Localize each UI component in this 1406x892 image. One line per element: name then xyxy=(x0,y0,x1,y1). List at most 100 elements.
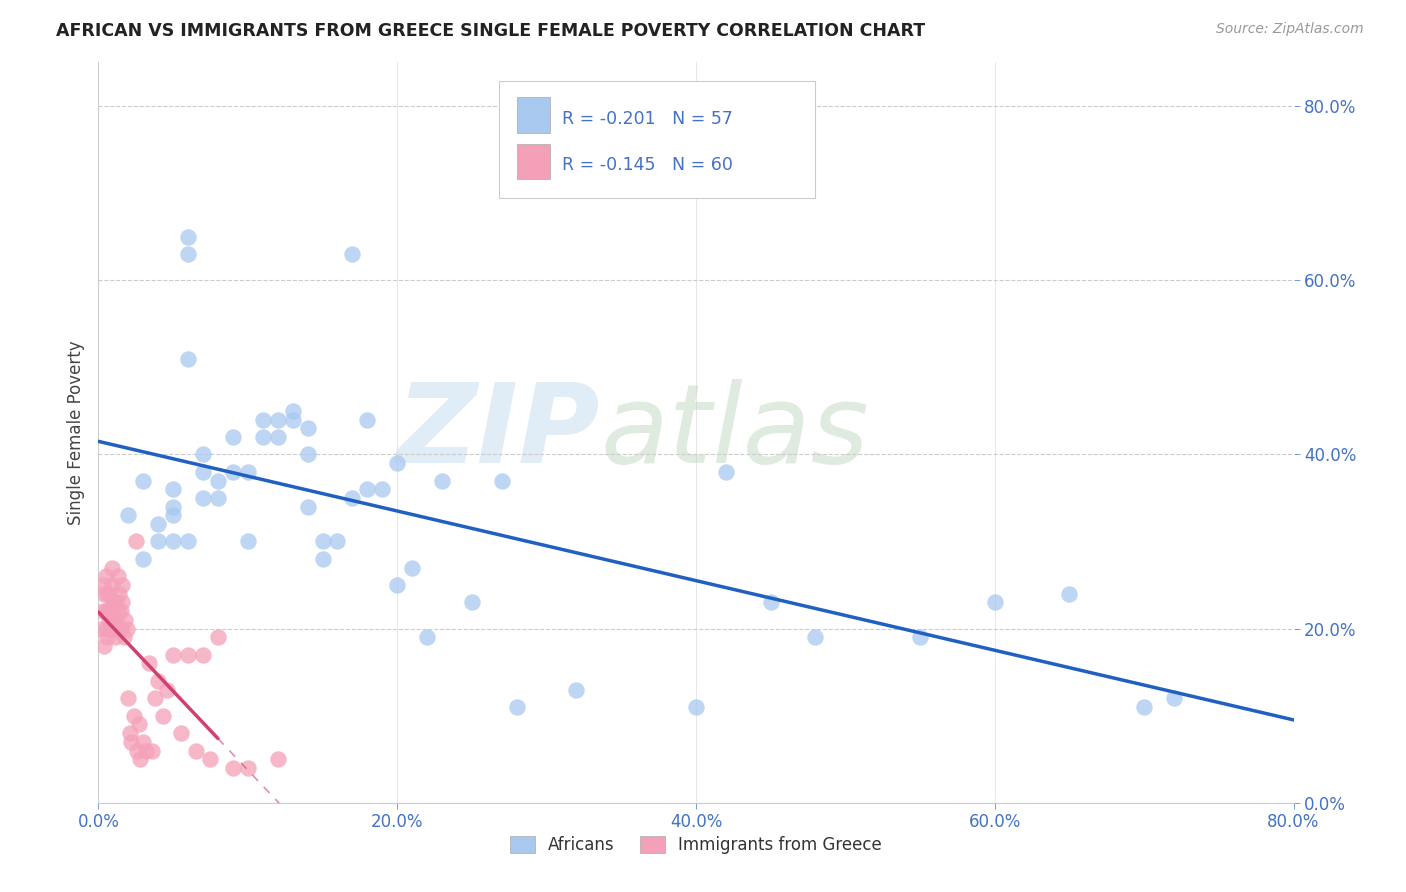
Point xyxy=(1163,691,1185,706)
Point xyxy=(104,613,127,627)
Point xyxy=(297,500,319,514)
Point xyxy=(416,630,439,644)
Point xyxy=(101,560,124,574)
Point xyxy=(191,465,214,479)
Point xyxy=(148,517,170,532)
Text: AFRICAN VS IMMIGRANTS FROM GREECE SINGLE FEMALE POVERTY CORRELATION CHART: AFRICAN VS IMMIGRANTS FROM GREECE SINGLE… xyxy=(56,22,925,40)
Point xyxy=(148,534,170,549)
Point xyxy=(162,500,184,514)
Point xyxy=(127,743,149,757)
Point xyxy=(105,595,128,609)
Point xyxy=(342,247,364,261)
Y-axis label: Single Female Poverty: Single Female Poverty xyxy=(66,341,84,524)
Point xyxy=(177,247,200,261)
Point xyxy=(162,508,184,523)
Point xyxy=(117,508,139,523)
Point xyxy=(908,630,931,644)
Point xyxy=(191,648,214,662)
Point xyxy=(252,430,274,444)
Point xyxy=(91,578,114,592)
Point xyxy=(96,630,118,644)
Text: ZIP: ZIP xyxy=(396,379,600,486)
Point xyxy=(162,648,184,662)
Point xyxy=(132,474,155,488)
Point xyxy=(236,761,259,775)
Point xyxy=(1133,700,1156,714)
Point xyxy=(281,412,304,426)
Point xyxy=(207,474,229,488)
Point xyxy=(401,560,423,574)
Point xyxy=(125,534,148,549)
Point xyxy=(177,229,200,244)
Point xyxy=(107,604,129,618)
Point xyxy=(759,595,782,609)
Point xyxy=(94,604,117,618)
Point xyxy=(103,595,125,609)
Point xyxy=(371,482,394,496)
Point xyxy=(108,587,131,601)
Point xyxy=(222,761,245,775)
Point xyxy=(148,673,170,688)
Point xyxy=(281,404,304,418)
Point xyxy=(111,595,134,609)
Point xyxy=(804,630,827,644)
Point xyxy=(96,604,118,618)
Point xyxy=(143,691,166,706)
Point xyxy=(297,421,319,435)
Point xyxy=(91,604,114,618)
Point xyxy=(138,657,160,671)
Point xyxy=(101,578,124,592)
Point xyxy=(267,430,290,444)
Point xyxy=(110,604,132,618)
Text: R = -0.201   N = 57: R = -0.201 N = 57 xyxy=(562,110,733,128)
Point xyxy=(565,682,588,697)
FancyBboxPatch shape xyxy=(499,81,815,198)
Point xyxy=(129,752,152,766)
Point xyxy=(685,700,707,714)
Point xyxy=(177,534,200,549)
Point xyxy=(135,743,157,757)
Point xyxy=(342,491,364,505)
Point xyxy=(162,534,184,549)
Point xyxy=(98,622,122,636)
Point xyxy=(90,622,112,636)
Point xyxy=(252,412,274,426)
Point xyxy=(103,595,125,609)
Point xyxy=(117,691,139,706)
Point xyxy=(326,534,349,549)
Point xyxy=(96,587,118,601)
Point xyxy=(236,534,259,549)
Point xyxy=(207,630,229,644)
Point xyxy=(97,613,120,627)
Point xyxy=(118,726,141,740)
Point xyxy=(124,708,146,723)
Point xyxy=(162,482,184,496)
Point xyxy=(222,430,245,444)
Point xyxy=(184,743,207,757)
Text: R = -0.145   N = 60: R = -0.145 N = 60 xyxy=(562,156,733,175)
Text: Source: ZipAtlas.com: Source: ZipAtlas.com xyxy=(1216,22,1364,37)
Point xyxy=(152,708,174,723)
Point xyxy=(506,700,529,714)
Point xyxy=(430,474,453,488)
Point xyxy=(177,351,200,366)
Point xyxy=(191,491,214,505)
Point xyxy=(356,412,378,426)
Point xyxy=(114,613,136,627)
Point xyxy=(156,682,179,697)
Point xyxy=(132,735,155,749)
Point xyxy=(107,569,129,583)
Point xyxy=(984,595,1007,609)
Point xyxy=(385,578,409,592)
Point xyxy=(461,595,484,609)
Point xyxy=(267,752,290,766)
Point xyxy=(111,578,134,592)
Point xyxy=(207,491,229,505)
Point xyxy=(128,717,150,731)
Point xyxy=(120,735,142,749)
Point xyxy=(267,412,290,426)
Point xyxy=(236,465,259,479)
Legend: Africans, Immigrants from Greece: Africans, Immigrants from Greece xyxy=(503,830,889,861)
Point xyxy=(98,604,122,618)
Point xyxy=(110,622,132,636)
